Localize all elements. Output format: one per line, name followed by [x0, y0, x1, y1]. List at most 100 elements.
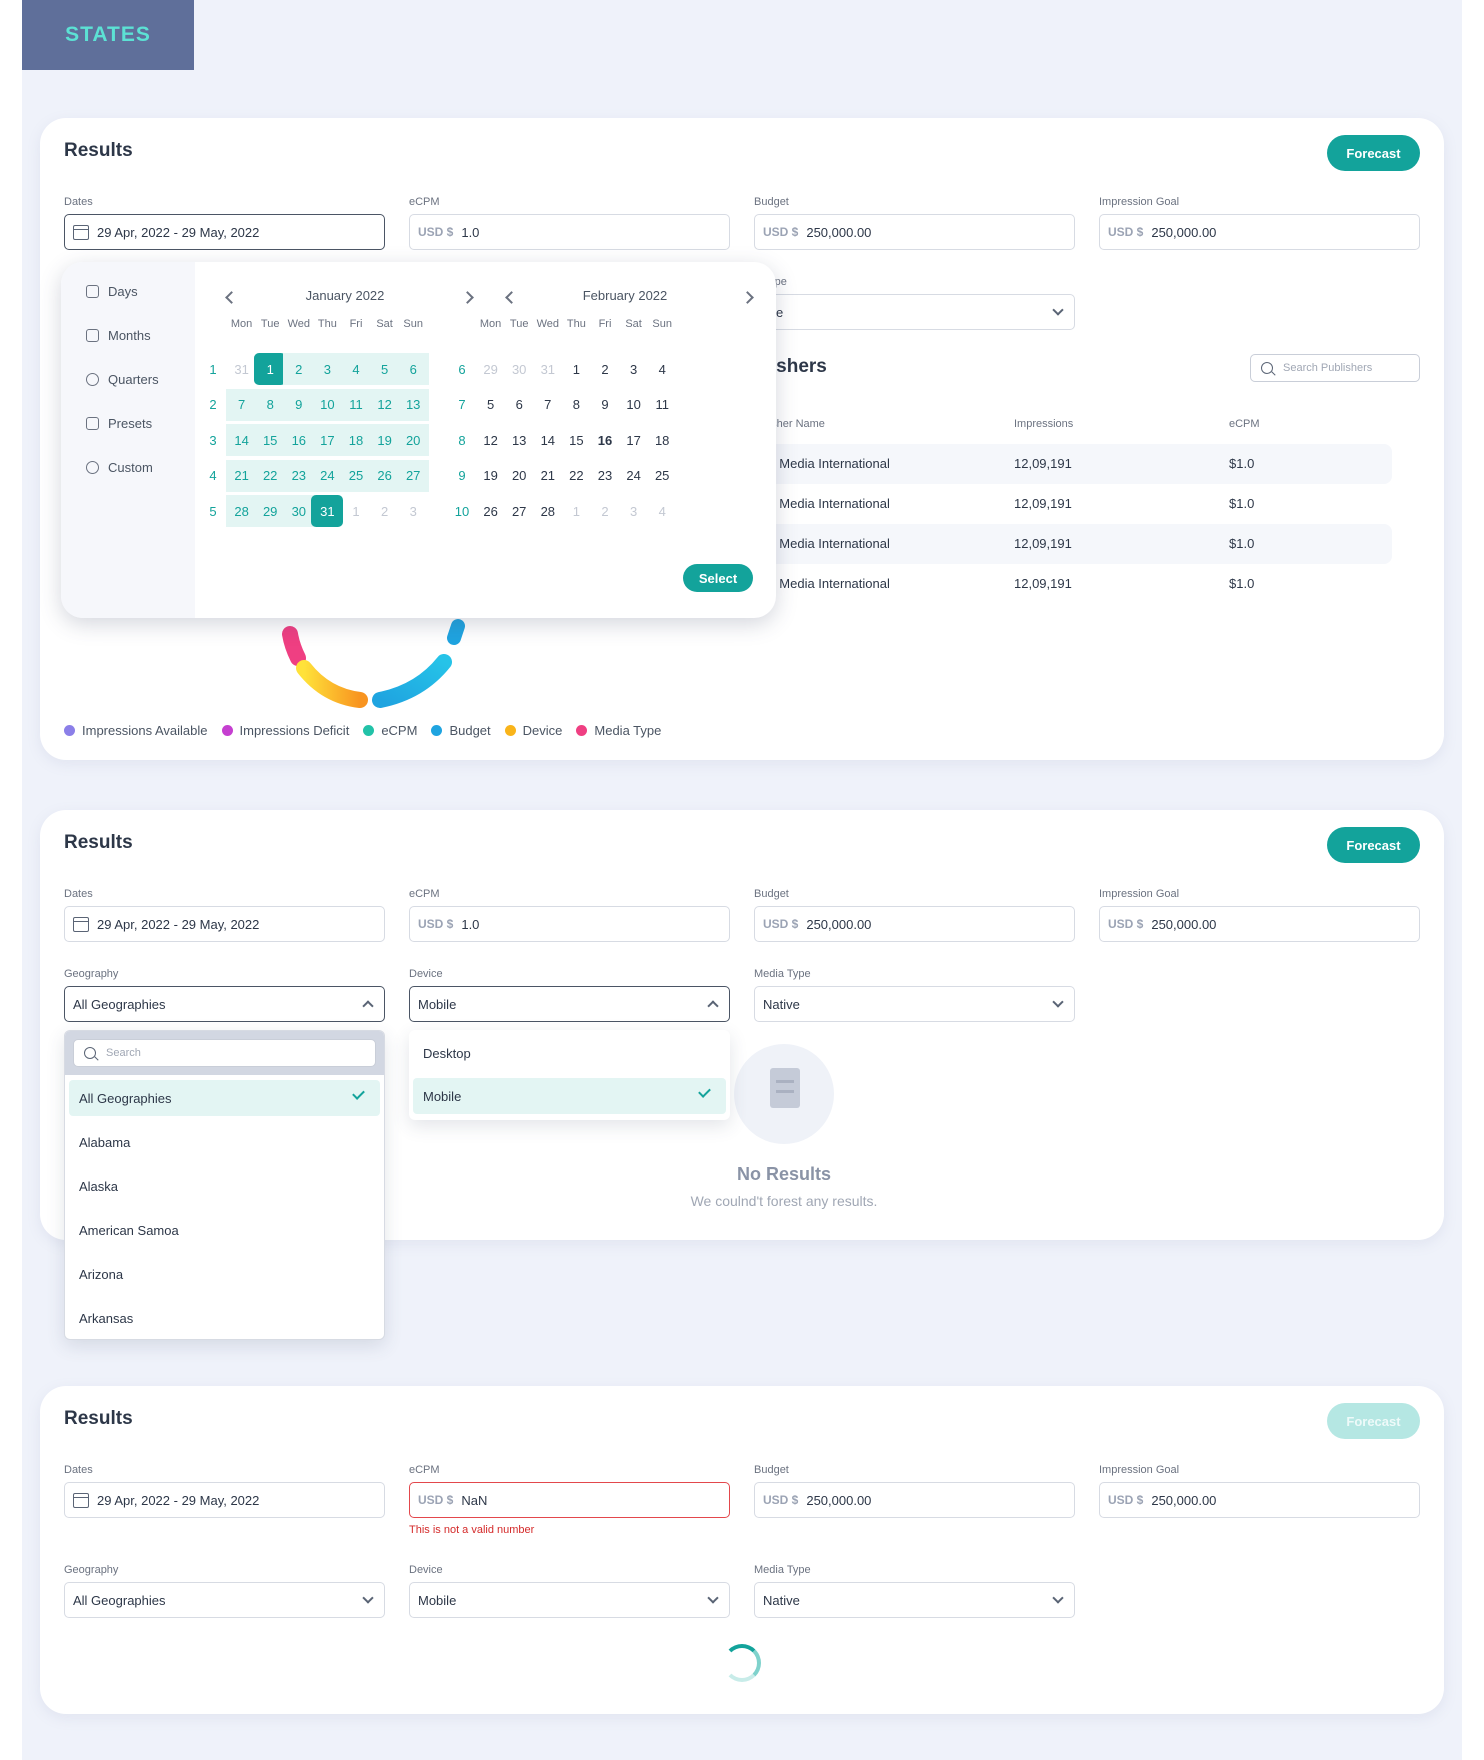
- next-month-icon[interactable]: [461, 291, 474, 304]
- day-cell[interactable]: 20: [511, 468, 527, 484]
- select-button[interactable]: Select: [683, 564, 753, 592]
- day-cell[interactable]: 24: [626, 468, 641, 484]
- day-cell[interactable]: 13: [397, 388, 430, 421]
- dates-field[interactable]: 29 Apr, 2022 - 29 May, 2022: [64, 906, 385, 942]
- day-cell[interactable]: 3: [409, 503, 417, 519]
- day-cell[interactable]: 10: [626, 397, 641, 413]
- day-cell[interactable]: 22: [254, 459, 287, 492]
- day-cell[interactable]: 3: [629, 503, 638, 519]
- geo-option[interactable]: American Samoa: [69, 1212, 380, 1248]
- day-cell[interactable]: 1: [572, 361, 580, 377]
- device-option[interactable]: Desktop: [413, 1035, 726, 1071]
- day-cell[interactable]: 27: [511, 503, 527, 519]
- day-cell[interactable]: 1: [572, 503, 580, 519]
- device-select[interactable]: Mobile: [409, 986, 730, 1022]
- prev-month-icon[interactable]: [225, 291, 238, 304]
- table-row[interactable]: [730, 524, 1392, 564]
- budget-field[interactable]: USD $ 250,000.00: [754, 906, 1075, 942]
- day-cell[interactable]: 12: [368, 388, 401, 421]
- day-cell[interactable]: 7: [225, 388, 258, 421]
- day-cell[interactable]: 11: [340, 388, 372, 421]
- day-cell[interactable]: 23: [597, 468, 613, 484]
- day-cell[interactable]: 18: [340, 424, 372, 457]
- forecast-button[interactable]: Forecast: [1327, 135, 1420, 171]
- table-row[interactable]: [730, 444, 1392, 484]
- day-cell[interactable]: 1: [352, 503, 360, 519]
- day-cell[interactable]: 30: [511, 361, 527, 377]
- geography-search-input[interactable]: Search: [73, 1039, 376, 1067]
- day-cell[interactable]: 29: [254, 495, 287, 528]
- media-type-select[interactable]: Native: [754, 986, 1075, 1022]
- day-cell[interactable]: 2: [380, 503, 389, 519]
- ecpm-field-error[interactable]: USD $ NaN: [409, 1482, 730, 1518]
- day-cell[interactable]: 16: [597, 432, 613, 448]
- range-option-quarters[interactable]: Quarters: [86, 372, 159, 387]
- geo-option[interactable]: Alabama: [69, 1124, 380, 1160]
- day-cell[interactable]: 28: [225, 495, 258, 528]
- range-option-presets[interactable]: Presets: [86, 416, 152, 431]
- day-cell[interactable]: 5: [486, 397, 495, 413]
- day-cell[interactable]: 21: [540, 468, 556, 484]
- day-cell[interactable]: 17: [311, 424, 344, 457]
- day-cell[interactable]: 2: [601, 361, 609, 377]
- day-cell[interactable]: 1: [254, 353, 287, 385]
- range-option-custom[interactable]: Custom: [86, 460, 153, 475]
- day-cell[interactable]: 2: [601, 503, 609, 519]
- range-option-days[interactable]: Days: [86, 284, 138, 299]
- day-cell[interactable]: 30: [282, 495, 315, 528]
- day-cell[interactable]: 4: [340, 353, 372, 385]
- impression-goal-field[interactable]: USD $ 250,000.00: [1099, 214, 1420, 250]
- impression-goal-field[interactable]: USD $ 250,000.00: [1099, 1482, 1420, 1518]
- day-cell[interactable]: 29: [483, 361, 498, 377]
- day-cell[interactable]: 27: [397, 459, 430, 492]
- day-cell[interactable]: 19: [368, 424, 401, 457]
- day-cell[interactable]: 9: [282, 388, 315, 421]
- day-cell[interactable]: 23: [282, 459, 315, 492]
- budget-field[interactable]: USD $ 250,000.00: [754, 214, 1075, 250]
- prev-month-icon[interactable]: [505, 291, 518, 304]
- day-cell[interactable]: 3: [629, 361, 638, 377]
- device-select[interactable]: Mobile: [409, 1582, 730, 1618]
- day-cell[interactable]: 6: [515, 397, 523, 413]
- day-cell[interactable]: 28: [540, 503, 556, 519]
- geography-select[interactable]: All Geographies: [64, 986, 385, 1022]
- day-cell[interactable]: 2: [282, 353, 315, 385]
- day-cell[interactable]: 26: [368, 459, 401, 492]
- day-cell[interactable]: 15: [569, 432, 584, 448]
- day-cell[interactable]: 16: [282, 424, 315, 457]
- ecpm-field[interactable]: USD $ 1.0: [409, 214, 730, 250]
- geo-option[interactable]: All Geographies: [69, 1080, 380, 1116]
- media-type-select[interactable]: Native: [754, 1582, 1075, 1618]
- day-cell[interactable]: 31: [540, 361, 556, 377]
- media-type-select[interactable]: tive: [754, 294, 1075, 330]
- next-month-icon[interactable]: [741, 291, 754, 304]
- ecpm-field[interactable]: USD $ 1.0: [409, 906, 730, 942]
- range-option-months[interactable]: Months: [86, 328, 151, 343]
- day-cell[interactable]: 4: [658, 503, 666, 519]
- day-cell[interactable]: 19: [483, 468, 498, 484]
- day-cell[interactable]: 6: [397, 353, 430, 385]
- day-cell[interactable]: 15: [254, 424, 287, 457]
- day-cell[interactable]: 5: [368, 353, 401, 385]
- day-cell[interactable]: 10: [311, 388, 344, 421]
- geography-select[interactable]: All Geographies: [64, 1582, 385, 1618]
- day-cell[interactable]: 8: [572, 397, 580, 413]
- day-cell[interactable]: 25: [654, 468, 670, 484]
- geo-option[interactable]: Arizona: [69, 1256, 380, 1292]
- day-cell[interactable]: 3: [311, 353, 344, 385]
- day-cell[interactable]: 17: [626, 432, 641, 448]
- device-option[interactable]: Mobile: [413, 1078, 726, 1114]
- day-cell[interactable]: 31: [311, 495, 344, 528]
- geo-option[interactable]: Arkansas: [69, 1300, 380, 1336]
- forecast-button[interactable]: Forecast: [1327, 827, 1420, 863]
- day-cell[interactable]: 25: [340, 459, 372, 492]
- day-cell[interactable]: 24: [311, 459, 344, 492]
- day-cell[interactable]: 26: [483, 503, 498, 519]
- day-cell[interactable]: 13: [511, 432, 527, 448]
- day-cell[interactable]: 9: [601, 397, 609, 413]
- dates-field[interactable]: 29 Apr, 2022 - 29 May, 2022: [64, 1482, 385, 1518]
- day-cell[interactable]: 18: [654, 432, 670, 448]
- day-cell[interactable]: 7: [544, 397, 552, 413]
- day-cell[interactable]: 12: [483, 432, 498, 448]
- day-cell[interactable]: 14: [540, 432, 556, 448]
